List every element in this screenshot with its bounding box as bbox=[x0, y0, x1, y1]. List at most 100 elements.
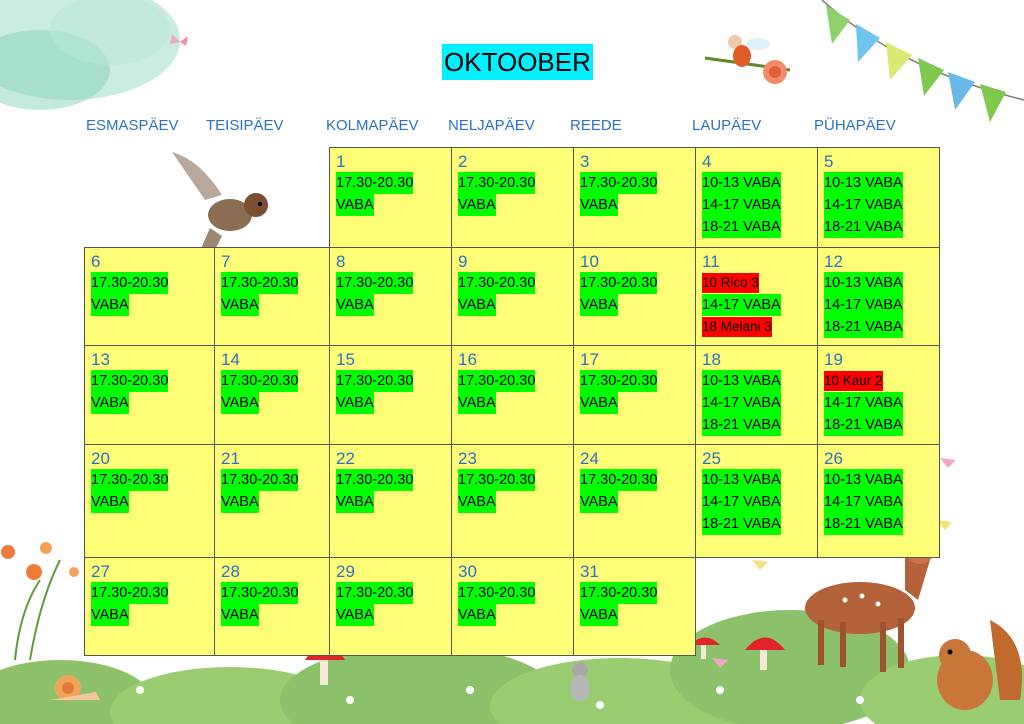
day-cell[interactable]: 17 17.30-20.30 VABA bbox=[573, 345, 696, 445]
free-slot: 14-17 VABA bbox=[824, 194, 903, 216]
day-cell[interactable]: 10 17.30-20.30 VABA bbox=[573, 247, 696, 346]
bunting-flags bbox=[821, 0, 1024, 122]
free-slot: VABA bbox=[221, 604, 259, 626]
free-slot: 17.30-20.30 bbox=[580, 469, 658, 491]
day-number: 1 bbox=[336, 152, 346, 171]
day-cell[interactable]: 4 10-13 VABA 14-17 VABA 18-21 VABA bbox=[695, 147, 818, 248]
free-slot: 17.30-20.30 bbox=[336, 582, 414, 604]
day-number: 8 bbox=[336, 252, 346, 271]
free-slot: VABA bbox=[336, 392, 374, 414]
butterfly-icon bbox=[170, 34, 188, 46]
flowers-illustration bbox=[1, 542, 79, 661]
free-slot: VABA bbox=[580, 491, 618, 513]
mouse-illustration bbox=[570, 662, 590, 701]
day-cell[interactable]: 23 17.30-20.30 VABA bbox=[451, 444, 574, 558]
day-number: 21 bbox=[221, 449, 240, 468]
day-cell[interactable]: 27 17.30-20.30 VABA bbox=[84, 557, 215, 656]
day-cell[interactable]: 14 17.30-20.30 VABA bbox=[214, 345, 330, 445]
free-slot: 14-17 VABA bbox=[702, 491, 781, 513]
day-number: 14 bbox=[221, 350, 240, 369]
free-slot: 14-17 VABA bbox=[824, 491, 903, 513]
day-cell[interactable]: 12 10-13 VABA 14-17 VABA 18-21 VABA bbox=[817, 247, 940, 346]
day-number: 4 bbox=[702, 152, 712, 171]
day-number: 25 bbox=[702, 449, 721, 468]
day-cell[interactable]: 11 10 Rico 3 14-17 VABA 18 Melani 3 bbox=[695, 247, 818, 346]
free-slot: VABA bbox=[91, 491, 129, 513]
day-cell[interactable]: 8 17.30-20.30 VABA bbox=[329, 247, 452, 346]
day-cell[interactable]: 30 17.30-20.30 VABA bbox=[451, 557, 574, 656]
free-slot: 18-21 VABA bbox=[824, 513, 903, 535]
free-slot: VABA bbox=[580, 294, 618, 316]
day-cell[interactable]: 19 10 Kaur 2 14-17 VABA 18-21 VABA bbox=[817, 345, 940, 445]
day-cell[interactable]: 22 17.30-20.30 VABA bbox=[329, 444, 452, 558]
free-slot: 10-13 VABA bbox=[702, 172, 781, 194]
day-cell[interactable]: 18 10-13 VABA 14-17 VABA 18-21 VABA bbox=[695, 345, 818, 445]
free-slot: VABA bbox=[580, 392, 618, 414]
weekday-label: TEISIPÄEV bbox=[206, 117, 284, 134]
day-number: 3 bbox=[580, 152, 590, 171]
free-slot: VABA bbox=[458, 294, 496, 316]
day-cell[interactable]: 15 17.30-20.30 VABA bbox=[329, 345, 452, 445]
day-cell[interactable]: 26 10-13 VABA 14-17 VABA 18-21 VABA bbox=[817, 444, 940, 558]
free-slot: 10-13 VABA bbox=[824, 272, 903, 294]
day-number: 12 bbox=[824, 252, 843, 271]
day-cell[interactable]: 16 17.30-20.30 VABA bbox=[451, 345, 574, 445]
free-slot: VABA bbox=[336, 294, 374, 316]
day-number: 28 bbox=[221, 562, 240, 581]
day-number: 10 bbox=[580, 252, 599, 271]
free-slot: VABA bbox=[458, 491, 496, 513]
day-cell[interactable]: 20 17.30-20.30 VABA bbox=[84, 444, 215, 558]
day-number: 26 bbox=[824, 449, 843, 468]
free-slot: 17.30-20.30 bbox=[336, 469, 414, 491]
day-cell[interactable]: 31 17.30-20.30 VABA bbox=[573, 557, 696, 656]
day-cell[interactable]: 25 10-13 VABA 14-17 VABA 18-21 VABA bbox=[695, 444, 818, 558]
free-slot: 17.30-20.30 bbox=[458, 469, 536, 491]
day-cell[interactable]: 6 17.30-20.30 VABA bbox=[84, 247, 215, 346]
day-cell[interactable]: 7 17.30-20.30 VABA bbox=[214, 247, 330, 346]
free-slot: 17.30-20.30 bbox=[91, 582, 169, 604]
day-cell[interactable]: 5 10-13 VABA 14-17 VABA 18-21 VABA bbox=[817, 147, 940, 248]
day-number: 23 bbox=[458, 449, 477, 468]
booked-slot: 18 Melani 3 bbox=[702, 317, 772, 337]
free-slot: 17.30-20.30 bbox=[221, 469, 299, 491]
day-number: 18 bbox=[702, 350, 721, 369]
weekday-label: LAUPÄEV bbox=[692, 117, 762, 134]
free-slot: 17.30-20.30 bbox=[336, 272, 414, 294]
free-slot: 17.30-20.30 bbox=[458, 370, 536, 392]
booked-slot: 10 Rico 3 bbox=[702, 273, 760, 293]
day-cell[interactable]: 2 17.30-20.30 VABA bbox=[451, 147, 574, 248]
free-slot: 18-21 VABA bbox=[824, 414, 903, 436]
free-slot: 10-13 VABA bbox=[702, 370, 781, 392]
free-slot: VABA bbox=[336, 194, 374, 216]
free-slot: 18-21 VABA bbox=[702, 513, 781, 535]
day-cell[interactable]: 1 17.30-20.30 VABA bbox=[329, 147, 452, 248]
free-slot: 17.30-20.30 bbox=[580, 272, 658, 294]
day-cell[interactable]: 21 17.30-20.30 VABA bbox=[214, 444, 330, 558]
free-slot: 17.30-20.30 bbox=[580, 370, 658, 392]
day-number: 2 bbox=[458, 152, 468, 171]
free-slot: 10-13 VABA bbox=[824, 469, 903, 491]
free-slot: 18-21 VABA bbox=[824, 216, 903, 238]
day-cell[interactable]: 13 17.30-20.30 VABA bbox=[84, 345, 215, 445]
free-slot: 10-13 VABA bbox=[702, 469, 781, 491]
free-slot: VABA bbox=[458, 604, 496, 626]
free-slot: VABA bbox=[221, 294, 259, 316]
day-cell[interactable]: 24 17.30-20.30 VABA bbox=[573, 444, 696, 558]
free-slot: 17.30-20.30 bbox=[580, 582, 658, 604]
free-slot: 17.30-20.30 bbox=[91, 469, 169, 491]
day-cell[interactable]: 9 17.30-20.30 VABA bbox=[451, 247, 574, 346]
free-slot: 17.30-20.30 bbox=[336, 370, 414, 392]
day-cell[interactable]: 28 17.30-20.30 VABA bbox=[214, 557, 330, 656]
day-cell[interactable]: 3 17.30-20.30 VABA bbox=[573, 147, 696, 248]
day-cell[interactable]: 29 17.30-20.30 VABA bbox=[329, 557, 452, 656]
snail-illustration bbox=[50, 675, 100, 701]
booked-slot: 10 Kaur 2 bbox=[824, 371, 883, 391]
day-number: 24 bbox=[580, 449, 599, 468]
weekday-label: REEDE bbox=[570, 117, 622, 134]
day-number: 6 bbox=[91, 252, 101, 271]
weekday-label: NELJAPÄEV bbox=[448, 117, 535, 134]
day-number: 7 bbox=[221, 252, 231, 271]
page-title: OKTOOBER bbox=[442, 44, 593, 80]
day-number: 31 bbox=[580, 562, 599, 581]
